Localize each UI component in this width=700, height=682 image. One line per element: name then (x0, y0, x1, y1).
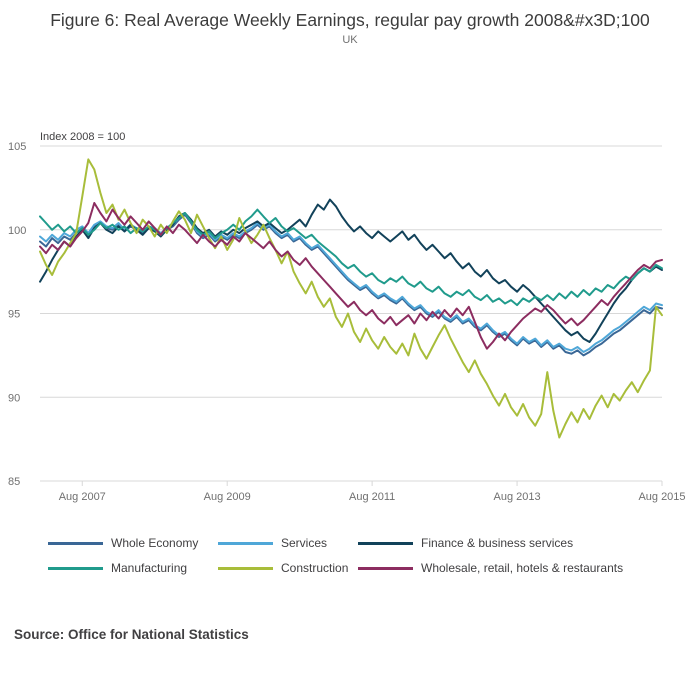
series-line-finance-business-services (39, 198, 663, 343)
legend-label: Manufacturing (111, 561, 188, 575)
x-tick-label: Aug 2009 (204, 491, 251, 503)
chart-title: Figure 6: Real Average Weekly Earnings, … (50, 10, 650, 30)
x-tick-label: Aug 2007 (59, 491, 106, 503)
chart-subtitle: UK (342, 34, 358, 46)
source-note: Source: Office for National Statistics (14, 627, 249, 642)
axis-unit-note: Index 2008 = 100 (40, 131, 125, 143)
legend-line-swatch (48, 541, 103, 545)
legend-item-manufacturing[interactable]: Manufacturing (48, 561, 218, 575)
y-tick-label: 90 (8, 392, 20, 404)
legend-item-whole-economy[interactable]: Whole Economy (48, 536, 218, 550)
line-chart: 85 90 95 100 105 Aug 2007 Aug 2009 Aug 2011 Aug … (8, 131, 686, 503)
legend-label: Wholesale, retail, hotels & restaurants (421, 561, 624, 575)
legend-label: Services (281, 536, 328, 550)
series-line-wholesale-retail-hotels-restaurants (39, 202, 663, 350)
x-tick-label: Aug 2013 (494, 491, 541, 503)
y-tick-label: 100 (8, 225, 26, 237)
x-tick-label: Aug 2011 (349, 491, 395, 503)
x-tick-label: Aug 2015 (638, 491, 685, 503)
legend-line-swatch (358, 566, 413, 570)
legend-item-services[interactable]: Services (218, 536, 358, 550)
chart-legend: Whole Economy Services Finance & business … (48, 536, 700, 575)
legend-label: Whole Economy (111, 536, 199, 550)
legend-line-swatch (358, 541, 413, 545)
legend-item-wholesale-retail-hotels-restaurants[interactable]: Wholesale, retail, hotels & restaurants (358, 561, 700, 575)
legend-line-swatch (48, 566, 103, 570)
legend-line-swatch (218, 541, 273, 545)
series-line-manufacturing (39, 208, 663, 307)
series-line-construction (39, 158, 663, 439)
legend-label: Finance & business services (421, 536, 574, 550)
legend-item-finance-business-services[interactable]: Finance & business services (358, 536, 700, 550)
y-tick-label: 85 (8, 476, 20, 488)
legend-label: Construction (281, 561, 349, 575)
y-tick-label: 105 (8, 141, 26, 153)
legend-item-construction[interactable]: Construction (218, 561, 358, 575)
y-tick-label: 95 (8, 309, 20, 321)
legend-line-swatch (218, 566, 273, 570)
